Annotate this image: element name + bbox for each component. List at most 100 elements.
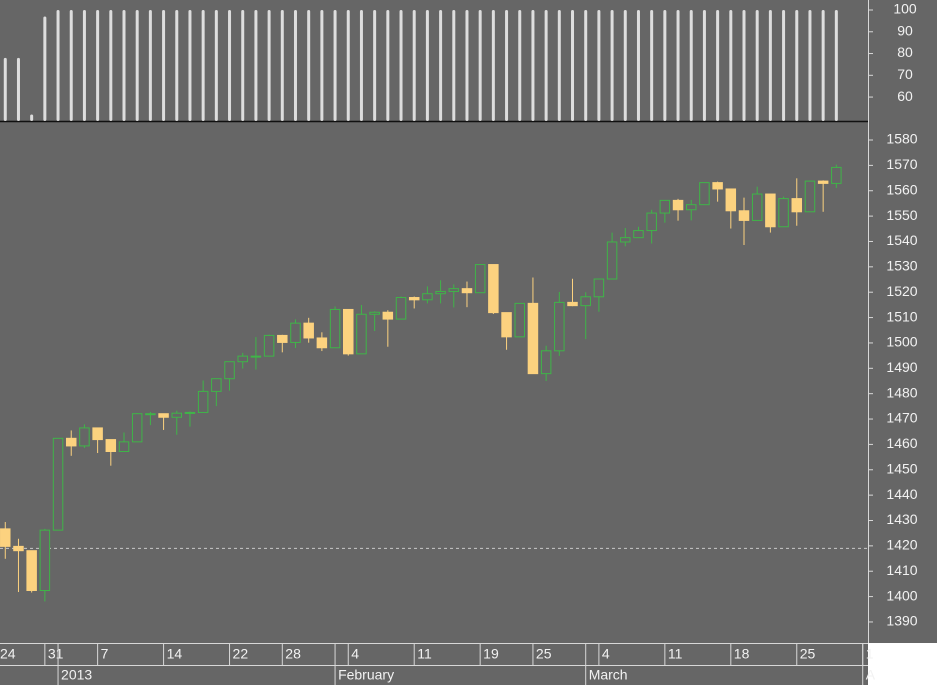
y-tick-label: 1410 — [886, 562, 917, 578]
indicator-bar — [716, 10, 720, 122]
candle-body — [620, 237, 631, 243]
indicator-bar — [584, 10, 588, 122]
candle-body — [580, 296, 591, 307]
month-tick-label: 2013 — [61, 667, 92, 683]
y-tick-label: 1510 — [886, 308, 917, 324]
candle-body — [26, 550, 37, 592]
candle-body — [39, 529, 51, 592]
indicator-bar — [834, 10, 838, 122]
indicator-bar — [531, 10, 535, 122]
indicator-bar — [109, 10, 113, 122]
candle-body — [263, 334, 275, 357]
indicator-bar — [96, 10, 100, 122]
indicator-bar — [386, 10, 390, 122]
candle-body — [474, 264, 486, 294]
candle-body — [145, 413, 156, 416]
candle-body — [369, 311, 380, 315]
indicator-bar — [702, 10, 706, 122]
indicator-tick-label: 90 — [897, 22, 913, 38]
indicator-bar — [69, 10, 73, 122]
candle-body — [685, 204, 697, 211]
indicator-tick-label: 100 — [893, 1, 917, 17]
indicator-bar — [307, 10, 311, 122]
indicator-bar — [491, 10, 495, 122]
indicator-bar — [254, 10, 258, 122]
candle-body — [131, 413, 143, 443]
candle-body — [65, 437, 77, 447]
indicator-tick-label: 60 — [897, 88, 913, 104]
indicator-bar — [320, 10, 324, 122]
y-tick-label: 1570 — [886, 156, 917, 172]
indicator-bar — [162, 10, 166, 122]
y-tick-label: 1460 — [886, 435, 917, 451]
candle-body — [699, 182, 710, 206]
x-tick-label: 4 — [351, 646, 359, 662]
indicator-bar — [636, 10, 640, 122]
candle-body — [646, 212, 657, 232]
indicator-bar — [148, 10, 152, 122]
y-tick-label: 1450 — [886, 460, 917, 476]
indicator-bar — [465, 10, 469, 122]
y-tick-label: 1480 — [886, 384, 917, 400]
x-tick-label: 11 — [668, 646, 683, 662]
candle-body — [435, 290, 446, 295]
candle-body — [329, 308, 341, 349]
candle-body — [725, 188, 737, 212]
candle-body — [514, 302, 525, 338]
indicator-bar — [742, 10, 746, 122]
indicator-bar — [43, 16, 47, 122]
indicator-bar — [333, 10, 337, 122]
indicator-bar — [557, 10, 561, 122]
corner — [868, 643, 937, 685]
indicator-bar — [425, 10, 429, 122]
candle-body — [408, 297, 420, 301]
y-tick-label: 1400 — [886, 587, 917, 603]
indicator-bar — [729, 10, 733, 122]
candle-body — [540, 350, 552, 375]
candle-body — [224, 361, 235, 380]
indicator-bar — [30, 114, 34, 121]
candle-body — [197, 390, 209, 413]
candle-body — [659, 199, 671, 214]
y-tick-label: 1540 — [886, 232, 917, 248]
x-tick-label: 25 — [536, 646, 552, 662]
indicator-bar — [768, 10, 772, 122]
indicator-bar — [452, 10, 456, 122]
indicator-bar — [228, 10, 232, 122]
candle-body — [606, 241, 618, 280]
indicator-bar — [821, 10, 825, 122]
candle-body — [567, 301, 578, 307]
y-tick-label: 1420 — [886, 537, 917, 553]
indicator-tick-label: 80 — [897, 44, 913, 60]
indicator-bar — [82, 10, 86, 122]
indicator-tick-label: 70 — [897, 66, 913, 82]
month-tick-label: March — [589, 667, 628, 683]
candle-body — [817, 180, 829, 184]
y-tick-label: 1490 — [886, 359, 917, 375]
y-tick-label: 1430 — [886, 511, 917, 527]
y-tick-label: 1580 — [886, 131, 917, 147]
indicator-bar — [650, 10, 654, 122]
candle-body — [184, 411, 196, 414]
indicator-bar — [241, 10, 245, 122]
candle-body — [804, 180, 816, 213]
candle-body — [554, 301, 565, 352]
indicator-bar — [16, 57, 20, 121]
x-tick-label: 31 — [48, 646, 64, 662]
indicator-bar — [808, 10, 812, 122]
indicator-bar — [505, 10, 509, 122]
x-tick-label: 11 — [417, 646, 432, 662]
x-tick-label: 18 — [734, 646, 750, 662]
candle-body — [501, 312, 512, 338]
indicator-bar — [610, 10, 614, 122]
y-tick-label: 1470 — [886, 410, 917, 426]
indicator-bar — [3, 57, 7, 121]
candle-body — [277, 334, 288, 343]
candle-body — [633, 230, 644, 239]
x-tick-label: 22 — [233, 646, 249, 662]
candle-body — [791, 198, 803, 213]
candle-body — [356, 313, 367, 355]
candle-body — [237, 355, 248, 363]
candle-body — [765, 193, 776, 228]
indicator-bar — [122, 10, 126, 122]
